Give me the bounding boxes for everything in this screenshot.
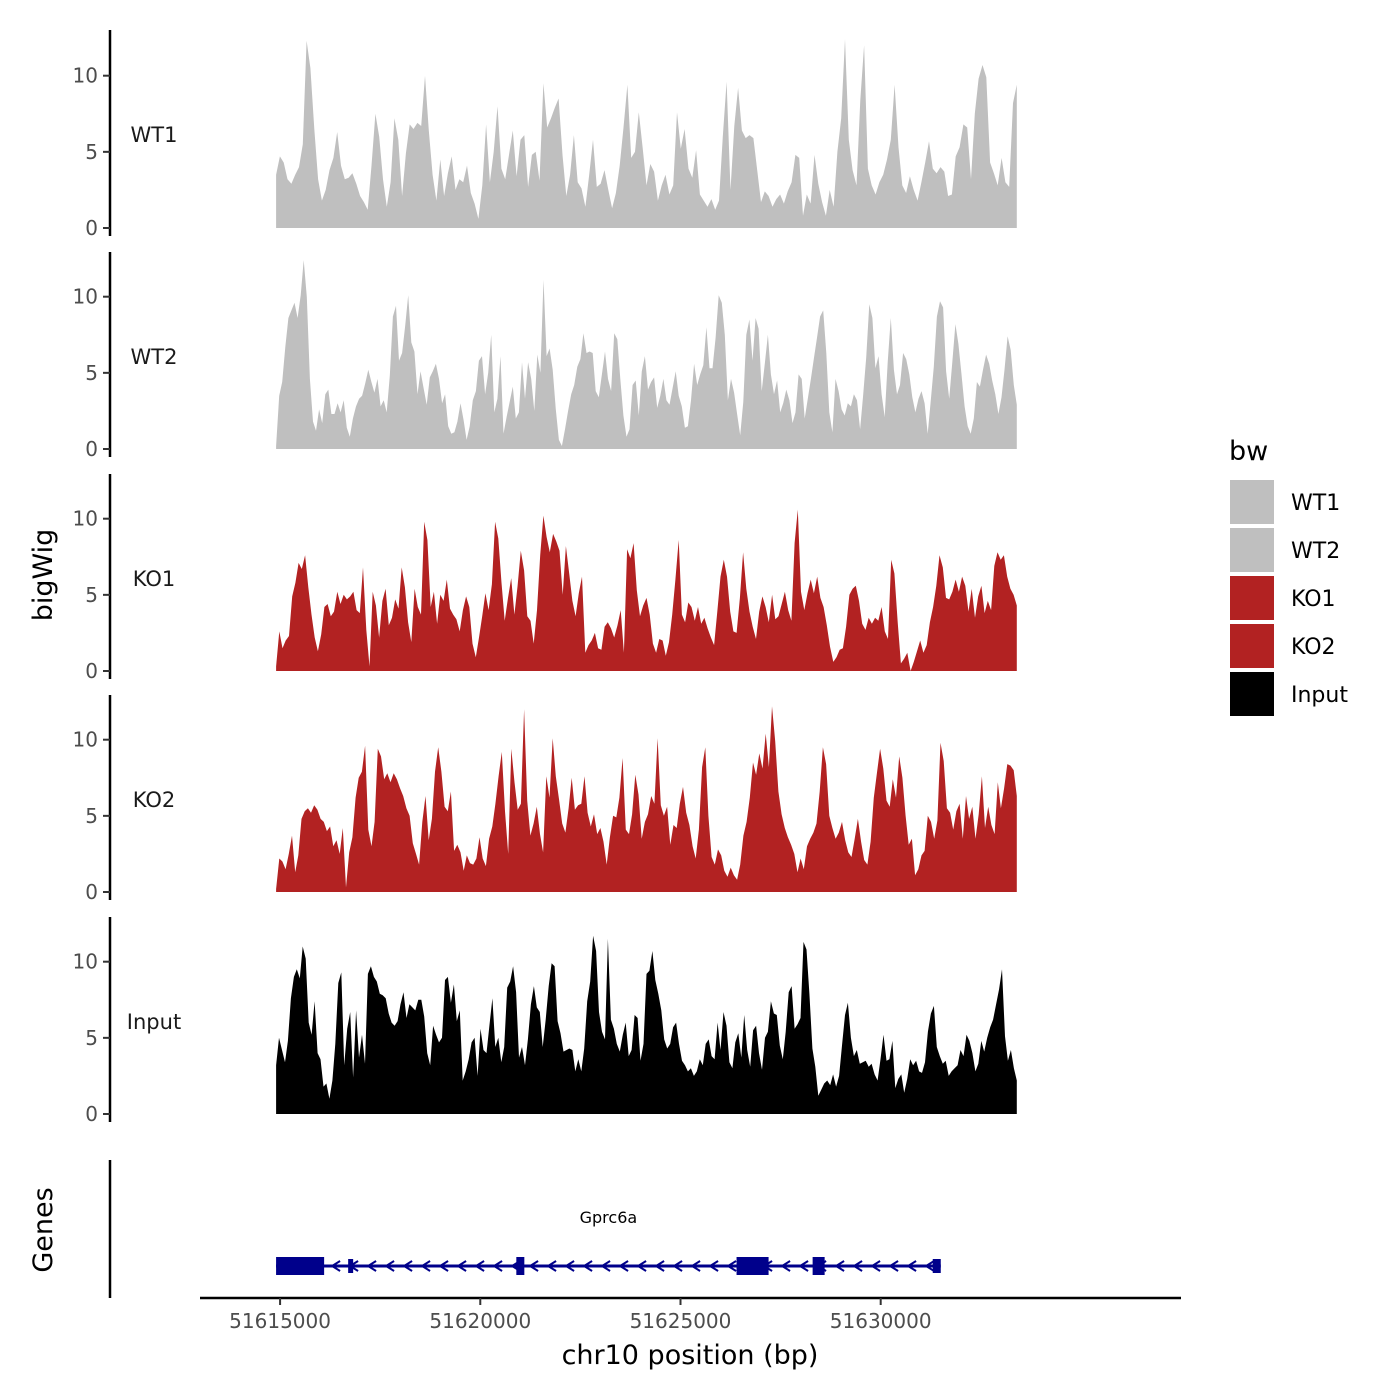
- strand-chevron: [618, 1260, 629, 1272]
- genes-axis-title: Genes: [28, 1187, 59, 1272]
- strand-chevron: [798, 1260, 809, 1272]
- legend-entry-ko2: KO2: [1230, 624, 1336, 668]
- y-tick-label: 5: [85, 140, 98, 164]
- y-tick-label: 10: [73, 285, 98, 309]
- strand-chevron: [888, 1260, 899, 1272]
- legend-entry-ko1: KO1: [1230, 576, 1336, 620]
- track-input: 0 5 10 Input: [73, 917, 1017, 1126]
- y-tick-label: 10: [73, 728, 98, 752]
- area-input: [276, 935, 1017, 1114]
- strand-chevron: [780, 1260, 791, 1272]
- x-tick-label: 51625000: [630, 1309, 732, 1333]
- strand-chevron: [330, 1260, 341, 1272]
- strand-chevron: [726, 1260, 737, 1272]
- y-axis-title: bigWig: [28, 529, 59, 622]
- strand-chevron: [564, 1260, 575, 1272]
- legend-label: WT2: [1291, 539, 1340, 564]
- x-axis: 51615000 51620000 51625000 51630000: [200, 1296, 1181, 1333]
- x-tick-label: 51630000: [830, 1309, 932, 1333]
- track-ko2: 0 5 10 KO2: [73, 695, 1017, 904]
- x-tick-label: 51620000: [429, 1309, 531, 1333]
- legend-entry-input: Input: [1230, 672, 1348, 716]
- legend-entry-wt2: WT2: [1230, 528, 1340, 572]
- strand-chevron: [690, 1260, 701, 1272]
- y-tick-label: 0: [85, 216, 98, 240]
- y-tick-label: 0: [85, 659, 98, 683]
- area-wt2: [276, 260, 1017, 449]
- y-tick-label: 10: [73, 64, 98, 88]
- y-tick-label: 5: [85, 361, 98, 385]
- strand-chevron: [528, 1260, 539, 1272]
- gene-exon: [932, 1259, 941, 1273]
- strand-chevron: [708, 1260, 719, 1272]
- genes-layer: Gprc6a: [108, 1160, 941, 1298]
- strand-chevron: [600, 1260, 611, 1272]
- strand-chevron: [636, 1260, 647, 1272]
- strand-chevron: [852, 1260, 863, 1272]
- area-ko1: [276, 509, 1017, 671]
- legend-label: KO2: [1291, 635, 1336, 660]
- strand-chevron: [402, 1260, 413, 1272]
- strand-chevron: [366, 1260, 377, 1272]
- area-wt1: [276, 39, 1017, 228]
- legend: WT1 WT2 KO1 KO2 Input: [1230, 480, 1348, 716]
- y-tick-label: 0: [85, 1102, 98, 1126]
- x-tick-label: 51615000: [229, 1309, 331, 1333]
- y-tick-label: 5: [85, 804, 98, 828]
- legend-label: Input: [1291, 683, 1348, 708]
- strand-chevron: [384, 1260, 395, 1272]
- gene-gprc6a: Gprc6a: [276, 1208, 941, 1275]
- legend-title: bw: [1229, 436, 1268, 467]
- track-label: Input: [127, 1010, 181, 1034]
- track-label: WT2: [131, 345, 178, 369]
- gene-exon: [812, 1257, 825, 1275]
- strand-chevron: [906, 1260, 917, 1272]
- y-tick-label: 0: [85, 437, 98, 461]
- tracks-layer: 0 5 10 WT1 0 5 10 WT2 0 5 10 KO1 0 5 10 KO2 0 5 10 Input: [73, 30, 1017, 1126]
- track-label: KO1: [133, 567, 176, 591]
- track-ko1: 0 5 10 KO1: [73, 474, 1017, 683]
- legend-swatch: [1230, 624, 1274, 668]
- gene-exon: [736, 1257, 769, 1275]
- strand-chevron: [456, 1260, 467, 1272]
- legend-label: WT1: [1291, 491, 1340, 516]
- track-wt1: 0 5 10 WT1: [73, 30, 1017, 240]
- track-label: WT1: [131, 123, 178, 147]
- legend-swatch: [1230, 480, 1274, 524]
- strand-chevron: [582, 1260, 593, 1272]
- gene-exon: [516, 1257, 525, 1275]
- legend-swatch: [1230, 528, 1274, 572]
- strand-chevron: [834, 1260, 845, 1272]
- legend-entry-wt1: WT1: [1230, 480, 1340, 524]
- strand-chevron: [546, 1260, 557, 1272]
- area-ko2: [276, 706, 1017, 892]
- y-tick-label: 5: [85, 583, 98, 607]
- x-axis-title: chr10 position (bp): [562, 1340, 819, 1371]
- track-wt2: 0 5 10 WT2: [73, 252, 1017, 461]
- strand-chevron: [438, 1260, 449, 1272]
- strand-chevron: [492, 1260, 503, 1272]
- y-tick-label: 10: [73, 507, 98, 531]
- strand-chevron: [924, 1260, 935, 1272]
- y-tick-label: 5: [85, 1026, 98, 1050]
- strand-chevron: [420, 1260, 431, 1272]
- gene-label: Gprc6a: [580, 1208, 638, 1227]
- gene-exon: [348, 1259, 354, 1273]
- strand-chevron: [672, 1260, 683, 1272]
- legend-label: KO1: [1291, 587, 1336, 612]
- y-tick-label: 10: [73, 950, 98, 974]
- y-tick-label: 0: [85, 880, 98, 904]
- strand-chevron: [474, 1260, 485, 1272]
- legend-swatch: [1230, 576, 1274, 620]
- strand-chevron: [654, 1260, 665, 1272]
- track-label: KO2: [133, 788, 176, 812]
- gene-exon: [276, 1257, 325, 1275]
- legend-swatch: [1230, 672, 1274, 716]
- strand-chevron: [870, 1260, 881, 1272]
